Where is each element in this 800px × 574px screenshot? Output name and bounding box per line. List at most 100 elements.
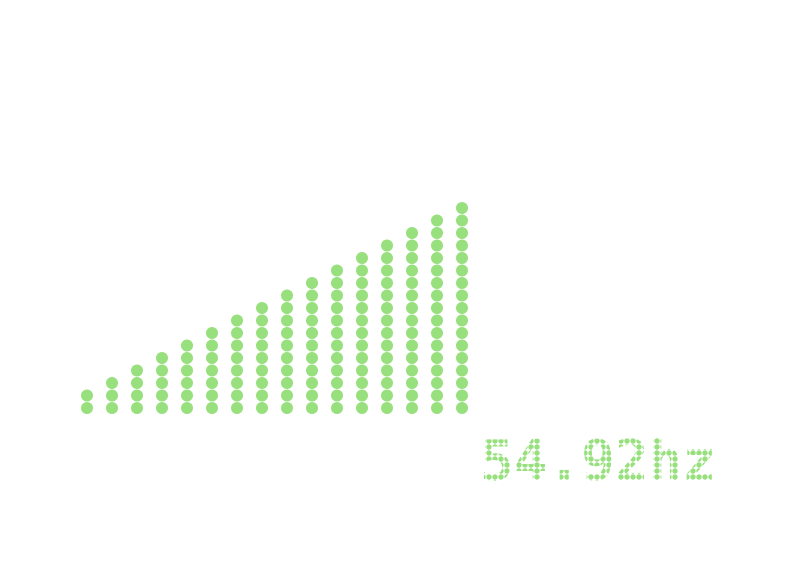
level-dot (231, 389, 243, 402)
level-dot (431, 402, 443, 414)
level-dot (156, 402, 168, 414)
level-dot (406, 327, 418, 339)
level-dot (156, 364, 168, 377)
level-dot (406, 339, 418, 352)
level-dot (281, 364, 293, 377)
level-column (456, 202, 468, 414)
level-dot (356, 252, 368, 264)
level-dot (431, 227, 443, 239)
level-dot (381, 302, 393, 314)
level-dot (281, 289, 293, 302)
level-dot (406, 289, 418, 302)
level-dot (406, 277, 418, 289)
level-dot (181, 377, 193, 389)
level-column (356, 252, 368, 414)
level-dot (356, 402, 368, 414)
level-dot (456, 264, 468, 277)
level-dot (431, 239, 443, 252)
level-dot (406, 352, 418, 364)
level-dot (306, 339, 318, 352)
level-dot (331, 377, 343, 389)
level-dot (281, 377, 293, 389)
level-dot (456, 239, 468, 252)
level-dot (356, 289, 368, 302)
level-dot (456, 252, 468, 264)
level-dot (456, 339, 468, 352)
level-dot (156, 389, 168, 402)
level-dot (81, 389, 93, 402)
level-dot (356, 339, 368, 352)
level-dot (406, 389, 418, 402)
level-dot (306, 402, 318, 414)
level-dot (331, 352, 343, 364)
level-dot (431, 314, 443, 327)
level-dot (306, 352, 318, 364)
level-dot (431, 377, 443, 389)
level-dot (381, 364, 393, 377)
level-column (281, 289, 293, 414)
level-dot (381, 377, 393, 389)
level-dot (381, 252, 393, 264)
level-dot (456, 389, 468, 402)
level-dot (156, 377, 168, 389)
level-dot (231, 314, 243, 327)
level-column (131, 364, 143, 414)
level-dot (131, 402, 143, 414)
level-dot (381, 289, 393, 302)
level-dot (206, 402, 218, 414)
level-dot (106, 377, 118, 389)
level-dot (81, 402, 93, 414)
level-dot (206, 352, 218, 364)
level-dot (456, 202, 468, 214)
level-dot (406, 252, 418, 264)
level-dot (356, 264, 368, 277)
level-dot (256, 377, 268, 389)
level-dot (381, 327, 393, 339)
level-dot (356, 327, 368, 339)
level-dot (256, 389, 268, 402)
level-dot (456, 227, 468, 239)
level-dot (381, 339, 393, 352)
level-dot (331, 327, 343, 339)
level-column (106, 377, 118, 414)
level-dot (281, 352, 293, 364)
level-dot (256, 339, 268, 352)
level-column (331, 264, 343, 414)
level-dot (256, 352, 268, 364)
level-dot (431, 352, 443, 364)
level-dot (431, 327, 443, 339)
level-dot (431, 289, 443, 302)
level-dot (356, 377, 368, 389)
level-dot (406, 302, 418, 314)
level-dot (131, 377, 143, 389)
level-dot (281, 339, 293, 352)
level-dot (406, 402, 418, 414)
level-dot (431, 277, 443, 289)
level-dot (256, 402, 268, 414)
level-column (181, 339, 193, 414)
level-dot (406, 377, 418, 389)
level-dot (331, 314, 343, 327)
level-meter (81, 202, 468, 414)
level-dot (181, 402, 193, 414)
level-dot (431, 302, 443, 314)
level-column (431, 214, 443, 414)
level-dot (406, 364, 418, 377)
level-dot (456, 352, 468, 364)
level-dot (356, 314, 368, 327)
level-dot (406, 264, 418, 277)
level-dot (231, 364, 243, 377)
level-dot (356, 277, 368, 289)
level-column (231, 314, 243, 414)
level-dot (406, 239, 418, 252)
level-dot (356, 352, 368, 364)
level-dot (431, 214, 443, 227)
level-dot (206, 377, 218, 389)
level-column (81, 389, 93, 414)
level-dot (331, 302, 343, 314)
level-dot (206, 389, 218, 402)
level-dot (231, 402, 243, 414)
level-dot (431, 252, 443, 264)
level-dot (256, 314, 268, 327)
level-dot (306, 364, 318, 377)
